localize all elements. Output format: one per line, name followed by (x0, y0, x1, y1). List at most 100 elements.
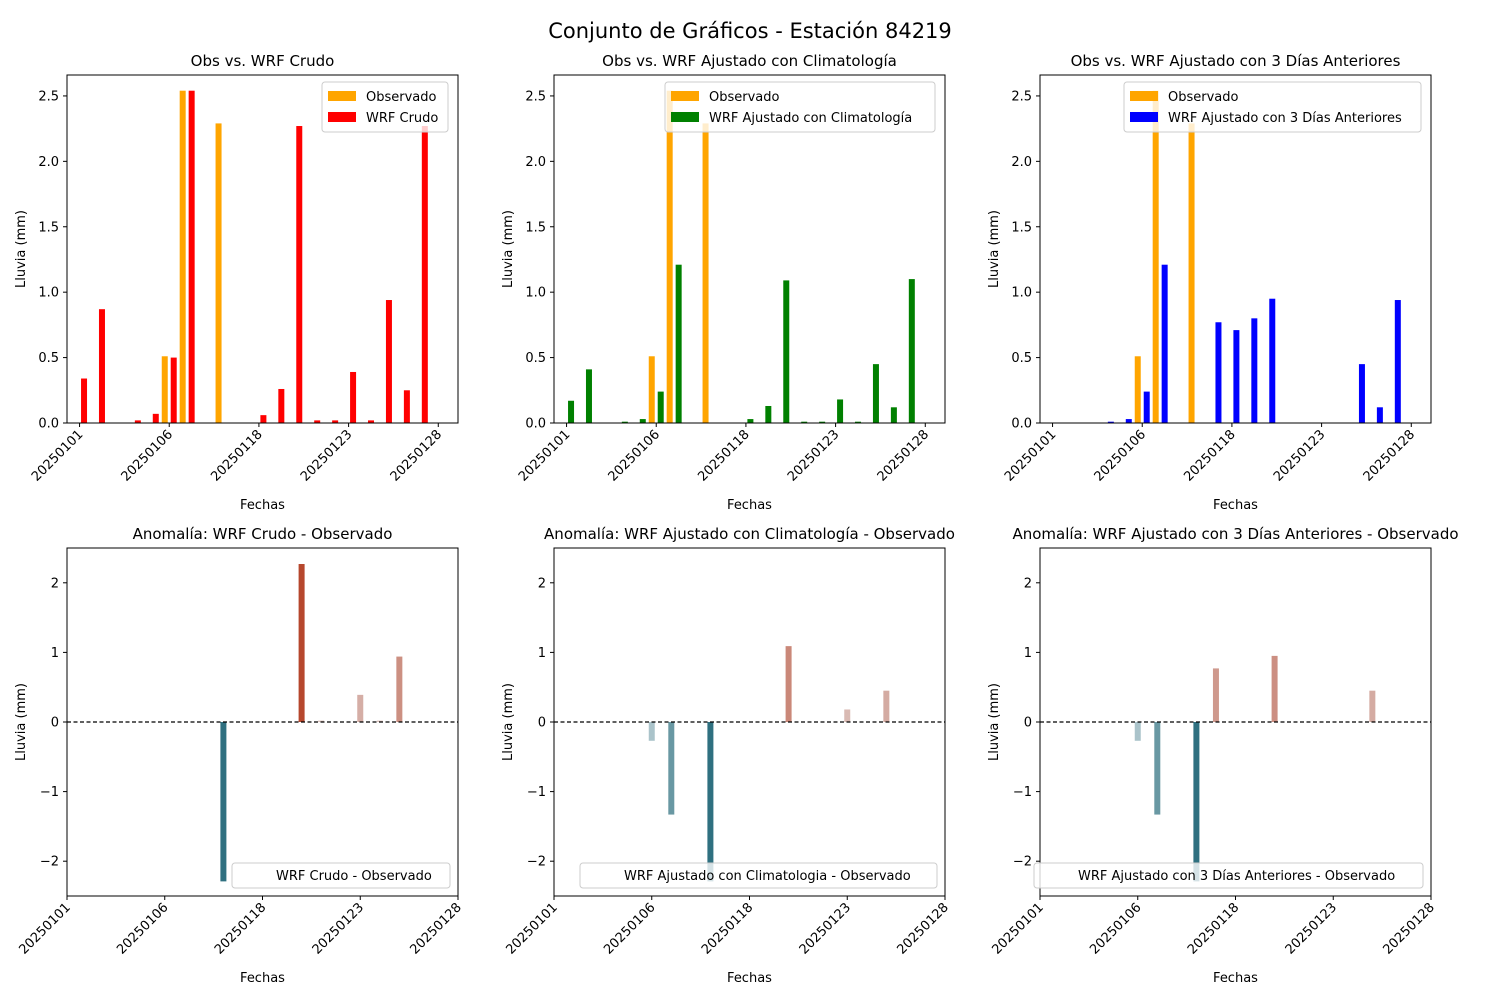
bar-1-1 (98, 309, 105, 423)
chart-panel: Obs vs. WRF Crudo 0.0 0.5 1.0 1.5 2.0 2.5 20250… (14, 52, 459, 513)
bar-1-11 (765, 405, 772, 423)
bar-1-4 (1125, 419, 1132, 423)
bar-1-13 (801, 421, 808, 423)
y-tick-label: 1 (538, 646, 546, 661)
x-tick-label: 20250128 (875, 427, 932, 484)
x-tick-label: 20250106 (601, 900, 658, 957)
bar-1-3 (1107, 421, 1114, 423)
bar-0-8 (702, 123, 709, 424)
legend: Observado WRF Ajustado con Climatología (664, 81, 936, 133)
y-tick-label: 1.0 (1011, 286, 1032, 301)
y-tick-label: 2.0 (38, 155, 59, 170)
y-tick-label: 2.0 (1011, 155, 1032, 170)
bar-1-11 (1251, 318, 1258, 423)
y-tick-label: 0.5 (38, 351, 59, 366)
x-tick-label: 20250101 (516, 427, 573, 484)
legend-label: WRF Crudo (366, 111, 438, 126)
bar-0-5 (1134, 356, 1141, 423)
x-tick-label: 20250118 (1185, 900, 1242, 957)
chart-title: Obs vs. WRF Ajustado con 3 Días Anterior… (1071, 52, 1401, 70)
plot-frame (1039, 74, 1432, 424)
x-tick-label: 20250118 (212, 900, 269, 957)
y-tick-label: 1.5 (525, 220, 546, 235)
anomaly-bar-4 (844, 709, 851, 722)
x-tick-label: 20250118 (208, 427, 265, 484)
y-tick-label: 0.0 (38, 417, 59, 432)
legend: WRF Crudo - Observado (231, 862, 451, 889)
legend: WRF Ajustado con 3 Días Anteriores - Obs… (1033, 862, 1424, 889)
chart-panel: Obs vs. WRF Ajustado con 3 Días Anterior… (987, 52, 1432, 513)
anomaly-bar-5 (396, 656, 403, 722)
legend-label: WRF Crudo - Observado (276, 869, 432, 884)
bar-1-18 (1376, 407, 1383, 423)
figure-title: Conjunto de Gráficos - Estación 84219 (548, 19, 952, 43)
bar-1-9 (1215, 322, 1222, 423)
bar-0-8 (215, 123, 222, 424)
bar-1-19 (1394, 300, 1401, 423)
anomaly-bar-3 (357, 694, 364, 722)
bar-0-5 (648, 356, 655, 423)
y-axis-label: Lluvia (mm) (14, 210, 29, 288)
y-axis-label: Lluvia (mm) (14, 683, 29, 761)
y-tick-label: 1.0 (525, 286, 546, 301)
y-tick-label: −2 (527, 855, 546, 870)
y-tick-label: 0.0 (525, 417, 546, 432)
bar-1-6 (1161, 264, 1168, 423)
legend: Observado WRF Ajustado con 3 Días Anterio… (1123, 81, 1422, 133)
bar-1-3 (134, 420, 141, 423)
bar-1-16 (368, 420, 375, 423)
anomaly-bar-2 (707, 722, 714, 882)
x-tick-label: 20250106 (1092, 427, 1149, 484)
anomaly-bar-4 (376, 720, 383, 722)
x-axis-label: Fechas (727, 971, 772, 986)
anomaly-bar-5 (883, 690, 890, 722)
chart-title: Anomalía: WRF Ajustado con Climatología … (544, 525, 955, 543)
bar-0-8 (1188, 123, 1195, 424)
y-tick-label: 0.5 (1011, 351, 1032, 366)
legend-swatch (328, 91, 356, 101)
x-tick-label: 20250128 (407, 900, 464, 957)
bar-1-14 (332, 420, 339, 423)
bar-1-17 (872, 364, 879, 423)
y-tick-label: 1.5 (1011, 220, 1032, 235)
anomaly-bar-2 (318, 720, 325, 722)
y-tick-label: 0 (51, 716, 59, 731)
legend: WRF Ajustado con Climatologia - Observad… (579, 862, 938, 889)
y-axis-label: Lluvia (mm) (987, 210, 1002, 288)
y-tick-label: 0.5 (525, 351, 546, 366)
y-tick-label: 2 (538, 576, 546, 591)
legend-label: WRF Ajustado con 3 Días Anteriores (1168, 111, 1402, 126)
x-tick-label: 20250101 (1002, 427, 1059, 484)
bar-1-17 (1358, 364, 1365, 423)
x-tick-label: 20250123 (785, 427, 842, 484)
legend-label: Observado (1168, 90, 1239, 105)
x-tick-label: 20250101 (16, 900, 73, 957)
bar-1-18 (890, 407, 897, 423)
y-tick-label: −2 (1013, 855, 1032, 870)
y-axis-label: Lluvia (mm) (987, 683, 1002, 761)
legend-swatch (671, 91, 699, 101)
chart-title: Anomalía: WRF Crudo - Observado (133, 525, 393, 543)
x-axis-label: Fechas (1213, 498, 1258, 513)
y-tick-label: 1 (51, 646, 59, 661)
x-tick-label: 20250123 (1283, 900, 1340, 957)
anomaly-bar-0 (220, 722, 227, 882)
y-tick-label: 2.5 (1011, 89, 1032, 104)
x-axis-label: Fechas (1213, 971, 1258, 986)
bar-1-10 (260, 415, 267, 423)
x-tick-label: 20250123 (310, 900, 367, 957)
anomaly-bar-0 (1134, 722, 1141, 741)
bar-1-1 (585, 369, 592, 423)
anomaly-bar-3 (785, 646, 792, 722)
legend-box (1123, 81, 1422, 133)
bar-1-12 (1269, 298, 1276, 423)
y-tick-label: −1 (1013, 785, 1032, 800)
bar-0-6 (179, 90, 186, 423)
x-tick-label: 20250106 (1087, 900, 1144, 957)
y-tick-label: 2.5 (525, 89, 546, 104)
legend-swatch (1130, 112, 1158, 122)
legend-swatch (328, 112, 356, 122)
bar-1-0 (81, 378, 88, 423)
chart-panel: Anomalía: WRF Ajustado con Climatología … (501, 525, 955, 986)
y-tick-label: −2 (40, 855, 59, 870)
